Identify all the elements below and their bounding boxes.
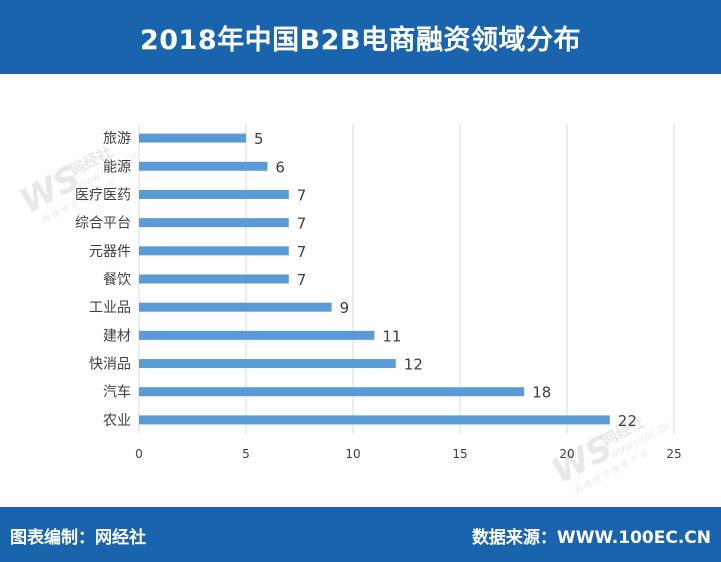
header-banner: 2018年中国B2B电商融资领域分布 (0, 0, 721, 74)
category-label: 医疗医药 (75, 187, 131, 203)
category-label: 能源 (103, 159, 131, 175)
category-label: 元器件 (89, 244, 131, 260)
x-tick-label: 20 (559, 447, 574, 461)
value-label: 7 (297, 215, 307, 233)
bar (139, 387, 525, 397)
value-label: 7 (297, 186, 307, 204)
value-label: 9 (340, 299, 350, 317)
category-label: 工业品 (89, 300, 131, 316)
x-tick-label: 10 (345, 447, 360, 461)
value-label: 7 (297, 271, 307, 289)
footer-banner: 图表编制：网经社 数据来源：WWW.100EC.CN (0, 507, 721, 562)
bar (139, 330, 375, 340)
x-tick-labels: 0 5 10 15 20 25 (135, 447, 681, 461)
plot-area: WS 网经社 WWW.100EC.CN 网 络 经 济 服 务 平 台 WS 网… (0, 74, 721, 507)
category-label: 建材 (103, 328, 131, 344)
category-label: 快消品 (89, 357, 131, 373)
x-tick-label: 25 (666, 447, 681, 461)
bar-chart: WS 网经社 WWW.100EC.CN 网 络 经 济 服 务 平 台 WS 网… (13, 124, 682, 495)
value-label: 18 (532, 384, 551, 402)
category-label: 汽车 (103, 384, 131, 401)
x-tick-label: 0 (135, 447, 143, 461)
value-label: 22 (618, 412, 637, 430)
bar (139, 302, 332, 312)
category-label: 农业 (103, 413, 131, 429)
bar (139, 161, 268, 171)
bar (139, 246, 289, 256)
bars (139, 133, 610, 425)
bar (139, 274, 289, 284)
x-tick-label: 15 (452, 447, 467, 461)
bar (139, 218, 289, 228)
category-label: 旅游 (103, 131, 131, 147)
bar (139, 133, 246, 143)
value-label: 12 (404, 356, 423, 374)
value-label: 7 (297, 243, 307, 261)
bar (139, 359, 396, 369)
bar (139, 189, 289, 199)
footer-compiler: 图表编制：网经社 (10, 528, 146, 548)
category-label: 餐饮 (103, 272, 131, 288)
footer-source: 数据来源：WWW.100EC.CN (471, 528, 711, 548)
watermark-top-left: WS 网经社 WWW.100EC.CN 网 络 经 济 服 务 平 台 (13, 143, 138, 226)
value-label: 11 (382, 327, 401, 345)
value-label: 5 (254, 130, 264, 148)
category-label: 综合平台 (75, 216, 131, 232)
x-tick-label: 5 (242, 447, 250, 461)
bar (139, 415, 610, 425)
value-label: 6 (275, 158, 285, 176)
chart-title: 2018年中国B2B电商融资领域分布 (139, 25, 582, 56)
